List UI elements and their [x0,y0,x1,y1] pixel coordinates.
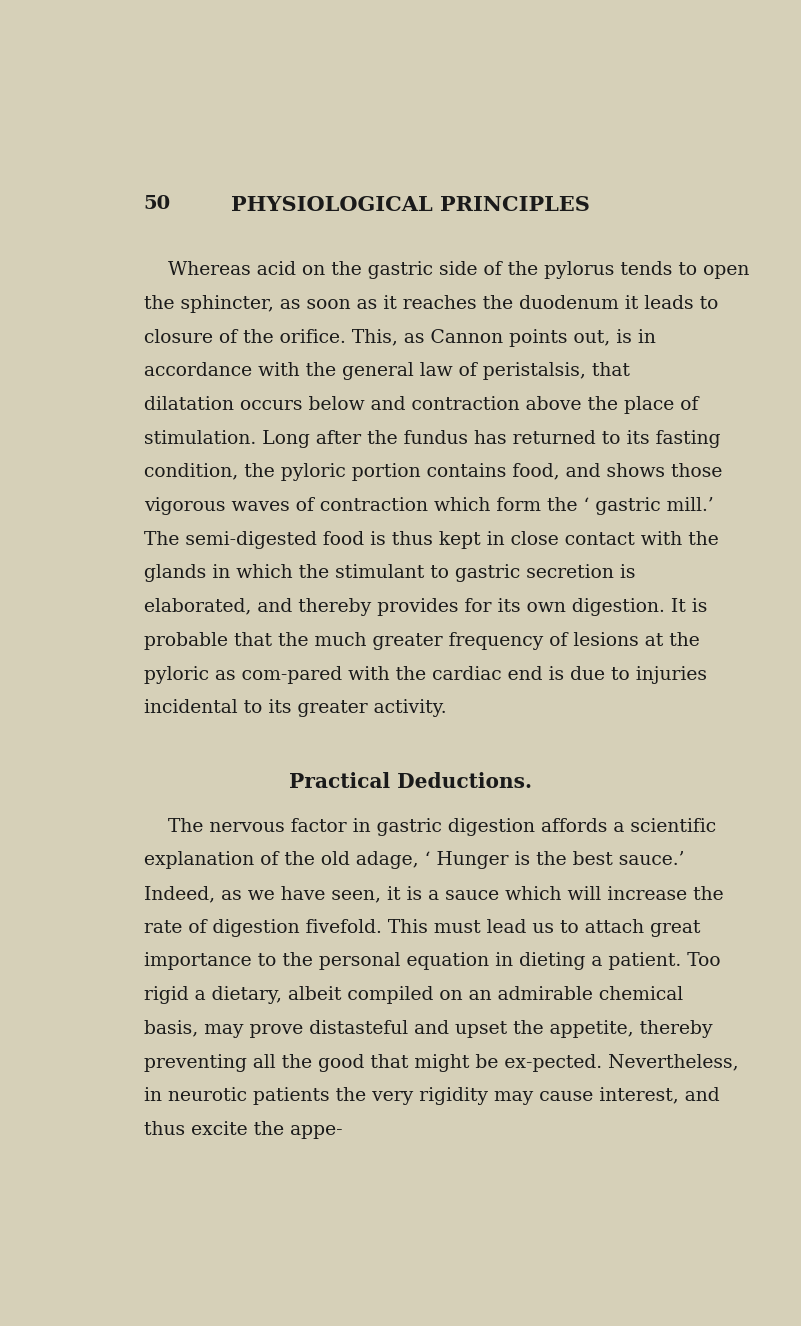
Text: pyloric as com­pared with the cardiac end is due to injuries: pyloric as com­pared with the cardiac en… [143,666,706,683]
Text: rate of digestion fivefold. This must lead us to attach great: rate of digestion fivefold. This must le… [143,919,700,936]
Text: stimulation. Long after the fundus has returned to its fasting: stimulation. Long after the fundus has r… [143,430,720,448]
Text: explanation of the old adage, ‘ Hunger is the best sauce.’: explanation of the old adage, ‘ Hunger i… [143,851,684,870]
Text: PHYSIOLOGICAL PRINCIPLES: PHYSIOLOGICAL PRINCIPLES [231,195,590,215]
Text: the sphincter, as soon as it reaches the duodenum it leads to: the sphincter, as soon as it reaches the… [143,294,718,313]
Text: preventing all the good that might be ex­pected. Nevertheless,: preventing all the good that might be ex… [143,1054,739,1071]
Text: closure of the orifice. This, as Cannon points out, is in: closure of the orifice. This, as Cannon … [143,329,655,346]
Text: rigid a dietary, albeit compiled on an admirable chemical: rigid a dietary, albeit compiled on an a… [143,987,682,1004]
Text: thus excite the appe-: thus excite the appe- [143,1120,342,1139]
Text: The nervous factor in gastric digestion affords a scientific: The nervous factor in gastric digestion … [168,818,717,835]
Text: condition, the pyloric portion contains food, and shows those: condition, the pyloric portion contains … [143,463,722,481]
Text: accordance with the general law of peristalsis, that: accordance with the general law of peris… [143,362,630,381]
Text: basis, may prove distasteful and upset the appetite, thereby: basis, may prove distasteful and upset t… [143,1020,712,1038]
Text: dilatation occurs below and contraction above the place of: dilatation occurs below and contraction … [143,396,698,414]
Text: 50: 50 [143,195,171,213]
Text: Practical Deductions.: Practical Deductions. [289,772,532,792]
Text: glands in which the stimulant to gastric secretion is: glands in which the stimulant to gastric… [143,565,635,582]
Text: in neurotic patients the very rigidity may cause interest, and: in neurotic patients the very rigidity m… [143,1087,719,1106]
Text: vigorous waves of contraction which form the ‘ gastric mill.’: vigorous waves of contraction which form… [143,497,714,514]
Text: probable that the much greater frequency of lesions at the: probable that the much greater frequency… [143,633,699,650]
Text: Indeed, as we have seen, it is a sauce which will increase the: Indeed, as we have seen, it is a sauce w… [143,884,723,903]
Text: incidental to its greater activity.: incidental to its greater activity. [143,699,446,717]
Text: Whereas acid on the gastric side of the pylorus tends to open: Whereas acid on the gastric side of the … [168,261,750,280]
Text: importance to the personal equation in dieting a patient. Too: importance to the personal equation in d… [143,952,720,971]
Text: The semi-digested food is thus kept in close contact with the: The semi-digested food is thus kept in c… [143,530,718,549]
Text: elaborated, and thereby provides for its own digestion. It is: elaborated, and thereby provides for its… [143,598,707,617]
